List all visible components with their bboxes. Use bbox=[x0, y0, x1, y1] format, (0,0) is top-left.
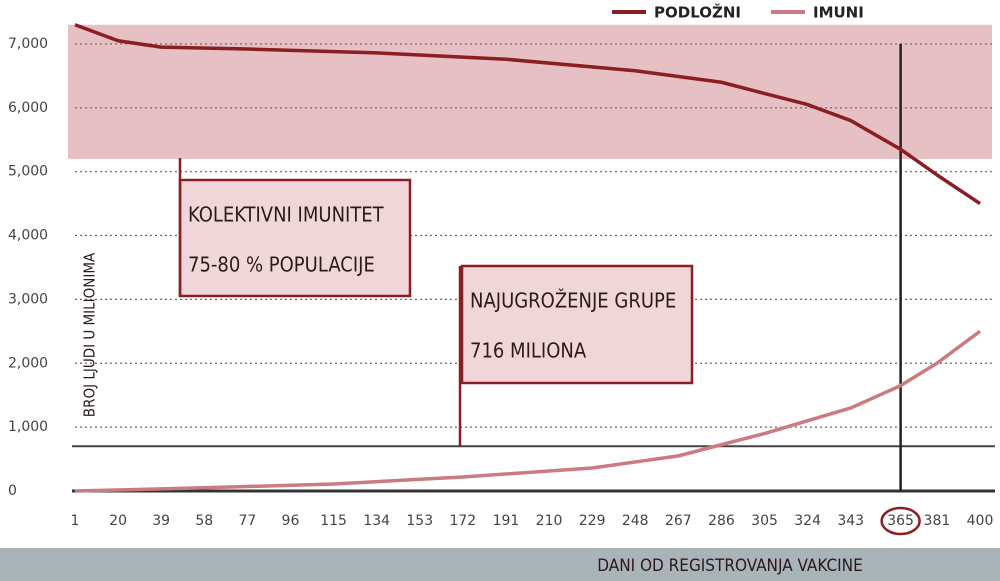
x-tick-label: 191 bbox=[493, 513, 520, 529]
x-axis-label: DANI OD REGISTROVANJA VAKCINE bbox=[597, 556, 862, 576]
x-tick-label: 39 bbox=[152, 513, 170, 529]
y-tick-label: 7,000 bbox=[8, 36, 48, 52]
x-tick-label: 365 bbox=[887, 513, 914, 529]
x-tick-label: 153 bbox=[406, 513, 433, 529]
annotation-text: NAJUGROŽENJE GRUPE bbox=[470, 289, 676, 313]
x-tick-label: 305 bbox=[751, 513, 778, 529]
y-axis-label: BROJ LJUDI U MILIONIMA bbox=[81, 252, 99, 417]
legend-label: PODLOŽNI bbox=[654, 3, 741, 22]
x-tick-label: 248 bbox=[622, 513, 649, 529]
x-tick-label: 77 bbox=[238, 513, 256, 529]
x-tick-label: 20 bbox=[109, 513, 127, 529]
x-tick-label: 267 bbox=[665, 513, 692, 529]
y-tick-label: 4,000 bbox=[8, 228, 48, 244]
x-tick-label: 134 bbox=[363, 513, 390, 529]
y-tick-label: 6,000 bbox=[8, 100, 48, 116]
annotation-box bbox=[178, 178, 412, 298]
y-tick-label: 5,000 bbox=[8, 164, 48, 180]
x-tick-label: 381 bbox=[924, 513, 951, 529]
legend-label: IMUNI bbox=[813, 4, 864, 22]
series-line bbox=[74, 23, 981, 206]
y-tick-label: 3,000 bbox=[8, 291, 48, 307]
y-tick-label: 1,000 bbox=[8, 419, 48, 435]
x-tick-label: 400 bbox=[967, 513, 994, 529]
annotation-text: 75-80 % POPULACIJE bbox=[188, 253, 375, 277]
x-tick-label: 324 bbox=[794, 513, 821, 529]
annotation-text: KOLEKTIVNI IMUNITET bbox=[188, 203, 385, 227]
annotation-text: 716 MILIONA bbox=[470, 339, 587, 363]
x-tick-label: 172 bbox=[449, 513, 476, 529]
footer-bar bbox=[0, 548, 1000, 581]
x-tick-label: 229 bbox=[579, 513, 606, 529]
x-tick-label: 58 bbox=[195, 513, 213, 529]
y-tick-label: 2,000 bbox=[8, 355, 48, 371]
x-tick-label: 115 bbox=[320, 513, 347, 529]
x-tick-label: 210 bbox=[536, 513, 563, 529]
y-tick-label: 0 bbox=[8, 483, 17, 499]
series-line bbox=[74, 329, 982, 493]
x-tick-label: 343 bbox=[837, 513, 864, 529]
x-tick-label: 96 bbox=[282, 513, 300, 529]
x-tick-label: 1 bbox=[71, 513, 80, 529]
target-band bbox=[68, 24, 992, 159]
highlight-circle bbox=[880, 506, 921, 536]
x-tick-label: 286 bbox=[708, 513, 735, 529]
annotation-box bbox=[460, 264, 694, 385]
